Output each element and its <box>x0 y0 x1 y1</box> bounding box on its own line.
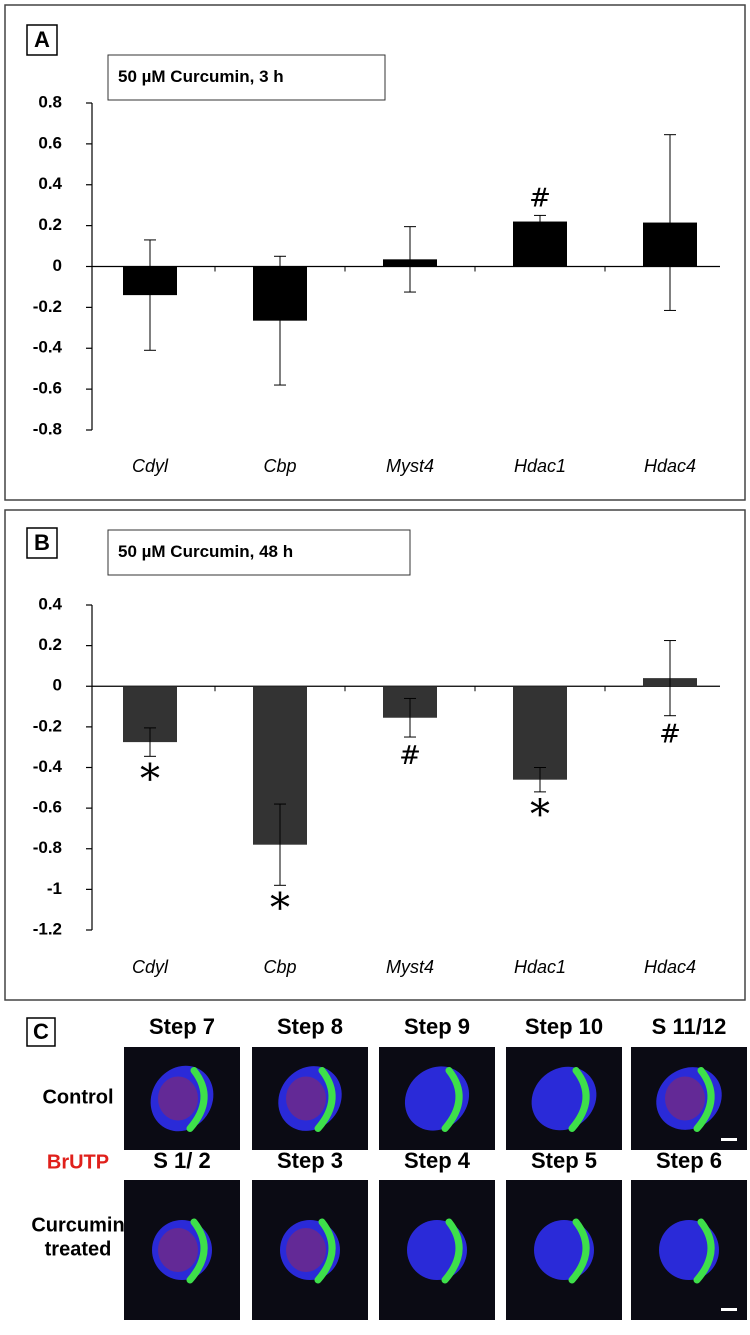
step-label: Step 10 <box>525 1014 603 1039</box>
panel-letter-box <box>26 24 58 56</box>
stain-red <box>286 1076 326 1121</box>
panel-frame <box>4 4 746 501</box>
stain-red <box>665 1076 705 1121</box>
x-tick-label: Hdac1 <box>514 456 566 476</box>
x-tick-label: Myst4 <box>386 957 434 977</box>
stain-red <box>158 1076 198 1121</box>
row-label: Control <box>42 1086 113 1108</box>
y-tick-label: -0.4 <box>33 757 63 776</box>
chart-title: 50 µM Curcumin, 3 h <box>118 67 284 86</box>
annotation: # <box>659 720 681 750</box>
acrosome <box>186 1218 208 1284</box>
x-tick-label: Cbp <box>263 456 296 476</box>
acrosome <box>314 1067 336 1132</box>
acrosome <box>568 1067 590 1132</box>
x-tick-label: Hdac1 <box>514 957 566 977</box>
y-tick-label: -0.2 <box>33 716 62 735</box>
panel-frame <box>4 509 746 1001</box>
step-label: S 11/12 <box>652 1014 727 1039</box>
y-tick-label: -0.8 <box>33 419 62 438</box>
acrosome <box>568 1218 590 1284</box>
panel-letter: C <box>33 1019 49 1044</box>
panel-letter-box <box>26 1017 56 1047</box>
annotation: * <box>140 756 160 802</box>
y-tick-label: 0.6 <box>38 133 62 152</box>
y-tick-label: -0.8 <box>33 838 62 857</box>
step-label: Step 6 <box>656 1148 722 1173</box>
x-tick-label: Myst4 <box>386 456 434 476</box>
row-label: Curcumin <box>31 1214 124 1236</box>
x-tick-label: Cbp <box>263 957 296 977</box>
row-label: treated <box>45 1238 112 1260</box>
step-label: Step 9 <box>404 1014 470 1039</box>
row-label: BrUTP <box>47 1151 109 1173</box>
annotation: # <box>529 183 551 213</box>
step-label: Step 8 <box>277 1014 343 1039</box>
y-tick-label: -0.4 <box>33 338 63 357</box>
y-tick-label: 0.2 <box>38 635 62 654</box>
acrosome <box>693 1067 715 1132</box>
acrosome <box>441 1218 463 1284</box>
step-label: Step 4 <box>404 1148 471 1173</box>
x-tick-label: Cdyl <box>132 957 169 977</box>
acrosome <box>693 1218 715 1284</box>
y-tick-label: -0.2 <box>33 297 62 316</box>
y-tick-label: 0.8 <box>38 92 62 111</box>
annotation: # <box>399 741 421 771</box>
acrosome <box>186 1067 208 1132</box>
y-tick-label: -1.2 <box>33 919 62 938</box>
y-tick-label: -1 <box>47 879 62 898</box>
step-label: Step 3 <box>277 1148 343 1173</box>
annotation: * <box>530 792 550 838</box>
y-tick-label: 0.4 <box>38 174 62 193</box>
bar <box>513 221 567 267</box>
y-tick-label: 0.4 <box>38 594 62 613</box>
y-tick-label: 0 <box>53 256 62 275</box>
y-tick-label: -0.6 <box>33 379 62 398</box>
panel-letter-box <box>26 527 58 559</box>
scale-bar <box>721 1308 737 1311</box>
inset-box <box>107 529 411 576</box>
scale-bar <box>721 1138 737 1141</box>
annotation: * <box>270 885 290 931</box>
y-tick-label: 0.2 <box>38 215 62 234</box>
panel-letter: B <box>34 530 50 555</box>
x-tick-label: Cdyl <box>132 456 169 476</box>
step-label: S 1/ 2 <box>153 1148 210 1173</box>
step-label: Step 5 <box>531 1148 597 1173</box>
inset-box <box>107 54 386 101</box>
acrosome <box>441 1067 463 1132</box>
bar <box>513 686 567 780</box>
x-tick-label: Hdac4 <box>644 957 696 977</box>
acrosome <box>314 1218 336 1284</box>
panel-letter: A <box>34 27 50 52</box>
y-tick-label: 0 <box>53 676 62 695</box>
y-tick-label: -0.6 <box>33 798 62 817</box>
stain-red <box>158 1228 198 1272</box>
step-label: Step 7 <box>149 1014 215 1039</box>
chart-title: 50 µM Curcumin, 48 h <box>118 542 293 561</box>
x-tick-label: Hdac4 <box>644 456 696 476</box>
stain-red <box>286 1228 326 1272</box>
